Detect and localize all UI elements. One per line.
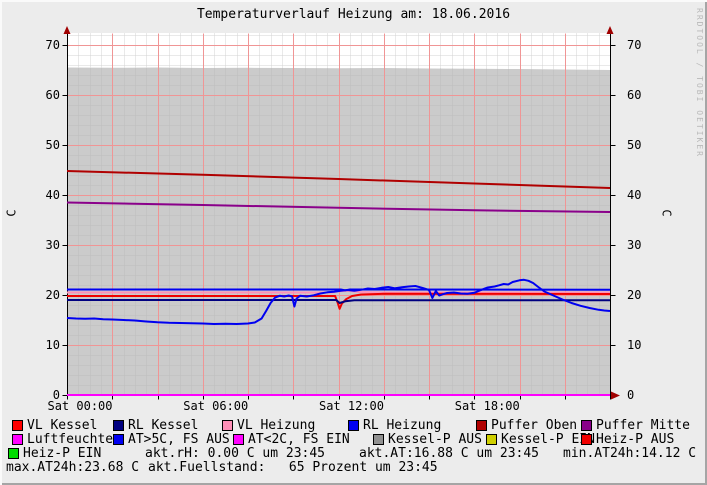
legend-row-1: VL Kessel RL Kessel VL Heizung RL Heizung Pu… <box>0 418 707 433</box>
series-puffer-oben <box>66 170 611 189</box>
legend-swatch-icon <box>373 434 384 445</box>
legend-item: RL Kessel <box>113 418 199 433</box>
grid-major <box>67 33 611 396</box>
series-rl-kessel <box>67 299 610 304</box>
y-axis-unit-left: C <box>4 209 19 217</box>
rrdtool-watermark: RRDTOOL / TOBI OETIKER <box>695 8 704 158</box>
legend-label: VL Heizung <box>237 418 316 433</box>
legend-row-3: Heiz-P EIN akt.rH: 0.00 C um 23:45 akt.AT:… <box>0 446 707 461</box>
legend-label: AT<2C, FS EIN <box>248 432 350 447</box>
legend-item: AT>5C, FS AUS <box>113 432 230 447</box>
legend-swatch-icon <box>581 434 592 445</box>
y-tick-label-right: 60 <box>627 88 641 102</box>
legend-item: akt.AT:16.88 C um 23:45 <box>359 446 540 461</box>
legend-item: Heiz-P EIN <box>8 446 102 461</box>
y-axis-unit-right: C <box>659 209 674 217</box>
y-tick-label-right: 30 <box>627 238 641 252</box>
legend-swatch-icon <box>12 434 23 445</box>
legend-label: max.AT24h:23.68 C <box>6 460 140 475</box>
chart-plot: 0 0 10 10 20 20 30 30 40 40 50 50 60 60 70 70 Sat 00:00 S… <box>46 26 642 412</box>
legend-item: akt.rH: 0.00 C um 23:45 <box>145 446 326 461</box>
legend-swatch-icon <box>222 420 233 431</box>
legend-row-2: Luftfeuchte AT>5C, FS AUS AT<2C, FS EIN Kes… <box>0 432 707 447</box>
legend-label: Luftfeuchte <box>27 432 114 447</box>
legend-label: akt.AT:16.88 C um 23:45 <box>359 446 540 461</box>
legend-label: akt.Fuellstand: 65 Prozent um 23:45 <box>148 460 438 475</box>
y-tick-label-left: 70 <box>46 38 60 52</box>
legend-item: akt.Fuellstand: 65 Prozent um 23:45 <box>148 460 438 475</box>
axis-arrows <box>63 26 620 400</box>
legend-label: Heiz-P AUS <box>596 432 675 447</box>
legend-label: RL Heizung <box>363 418 442 433</box>
legend-item: min.AT24h:14.12 C <box>563 446 697 461</box>
legend-swatch-icon <box>348 420 359 431</box>
legend-item: Puffer Mitte <box>581 418 690 433</box>
legend-label: RL Kessel <box>128 418 199 433</box>
legend-label: Heiz-P EIN <box>23 446 102 461</box>
legend-item: Luftfeuchte <box>12 432 114 447</box>
x-tick-label: Sat 12:00 <box>319 399 384 412</box>
legend-item: Kessel-P EIN <box>486 432 595 447</box>
series-puffer-mitte <box>66 201 611 213</box>
legend-item: Heiz-P AUS <box>581 432 675 447</box>
legend-swatch-icon <box>8 448 19 459</box>
y-tick-label-left: 30 <box>46 238 60 252</box>
legend-swatch-icon <box>476 420 487 431</box>
legend-label: Puffer Mitte <box>596 418 690 433</box>
legend-label: Kessel-P AUS <box>388 432 482 447</box>
tick-labels: 0 0 10 10 20 20 30 30 40 40 50 50 60 60 70 70 Sat 00:00 S… <box>46 38 642 412</box>
legend-swatch-icon <box>113 420 124 431</box>
y-tick-label-left: 50 <box>46 138 60 152</box>
legend-item: AT<2C, FS EIN <box>233 432 350 447</box>
legend-item: VL Kessel <box>12 418 98 433</box>
legend-row-4: max.AT24h:23.68 C akt.Fuellstand: 65 Proz… <box>0 460 707 475</box>
y-tick-label-right: 10 <box>627 338 641 352</box>
legend-item: max.AT24h:23.68 C <box>6 460 140 475</box>
chart-title: Temperaturverlauf Heizung am: 18.06.2016 <box>196 7 511 22</box>
x-tick-label: Sat 06:00 <box>183 399 248 412</box>
y-tick-label-left: 0 <box>53 388 60 402</box>
legend-swatch-icon <box>486 434 497 445</box>
y-tick-label-right: 40 <box>627 188 641 202</box>
y-tick-label-left: 10 <box>46 338 60 352</box>
legend-item: VL Heizung <box>222 418 316 433</box>
legend-label: Kessel-P EIN <box>501 432 595 447</box>
legend-label: VL Kessel <box>27 418 98 433</box>
legend-swatch-icon <box>113 434 124 445</box>
y-tick-label-left: 40 <box>46 188 60 202</box>
legend-swatch-icon <box>581 420 592 431</box>
x-tick-label: Sat 18:00 <box>455 399 520 412</box>
series-at-5c-fs-aus <box>66 278 611 325</box>
y-tick-label-left: 60 <box>46 88 60 102</box>
y-tick-label-right: 50 <box>627 138 641 152</box>
legend-item: Kessel-P AUS <box>373 432 482 447</box>
legend-label: AT>5C, FS AUS <box>128 432 230 447</box>
y-tick-label-right: 0 <box>627 388 634 402</box>
legend-label: min.AT24h:14.12 C <box>563 446 697 461</box>
y-tick-label-left: 20 <box>46 288 60 302</box>
y-tick-label-right: 20 <box>627 288 641 302</box>
x-tick-label: Sat 00:00 <box>47 399 112 412</box>
y-tick-label-right: 70 <box>627 38 641 52</box>
legend-item: RL Heizung <box>348 418 442 433</box>
legend-swatch-icon <box>12 420 23 431</box>
legend-label: akt.rH: 0.00 C um 23:45 <box>145 446 326 461</box>
legend-swatch-icon <box>233 434 244 445</box>
legend-label: Puffer Oben <box>491 418 578 433</box>
legend-item: Puffer Oben <box>476 418 578 433</box>
